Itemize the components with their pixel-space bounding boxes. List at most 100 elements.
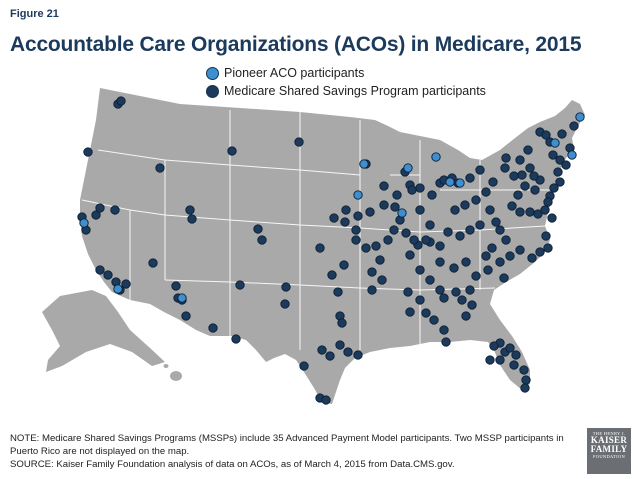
mssp-marker (555, 177, 565, 187)
mssp-marker (379, 200, 389, 210)
mssp-marker (171, 281, 181, 291)
mssp-marker (231, 334, 241, 344)
mssp-marker (403, 287, 413, 297)
mssp-marker (315, 243, 325, 253)
mssp-marker (543, 197, 553, 207)
pioneer-marker (113, 284, 123, 294)
mssp-marker (515, 155, 525, 165)
mssp-marker (460, 200, 470, 210)
mssp-marker (533, 209, 543, 219)
mssp-marker (435, 257, 445, 267)
legend: Pioneer ACO participants Medicare Shared… (206, 64, 486, 100)
mssp-marker (116, 96, 126, 106)
mssp-marker (549, 183, 559, 193)
mssp-marker (325, 351, 335, 361)
legend-item-mssp: Medicare Shared Savings Program particip… (206, 82, 486, 100)
logo-line2a: KAISER (590, 435, 628, 445)
mssp-marker (227, 146, 237, 156)
mssp-marker (485, 205, 495, 215)
mssp-marker (495, 225, 505, 235)
mssp-marker (475, 220, 485, 230)
pioneer-marker (353, 190, 363, 200)
mssp-marker (337, 318, 347, 328)
mssp-marker (339, 260, 349, 270)
mssp-marker (499, 273, 509, 283)
mssp-marker (208, 323, 218, 333)
mssp-marker (569, 121, 579, 131)
logo-line2b: FAMILY (590, 444, 628, 454)
mssp-marker (557, 129, 567, 139)
pioneer-marker (397, 208, 407, 218)
mssp-marker (253, 224, 263, 234)
mssp-marker (435, 285, 445, 295)
mssp-marker (515, 207, 525, 217)
mssp-marker (407, 185, 417, 195)
mssp-marker (535, 247, 545, 257)
mssp-marker (155, 163, 165, 173)
mssp-marker (548, 150, 558, 160)
pioneer-marker (567, 150, 577, 160)
mssp-marker (235, 280, 245, 290)
mssp-marker (353, 350, 363, 360)
hawaii-islands (145, 356, 182, 381)
legend-label-mssp: Medicare Shared Savings Program particip… (224, 84, 486, 98)
legend-item-pioneer: Pioneer ACO participants (206, 64, 486, 82)
mssp-marker (335, 340, 345, 350)
mssp-marker (543, 243, 553, 253)
mssp-marker (429, 315, 439, 325)
mssp-marker (450, 205, 460, 215)
mssp-marker (461, 311, 471, 321)
mssp-marker (485, 355, 495, 365)
mssp-marker (467, 300, 477, 310)
mssp-marker (465, 173, 475, 183)
mssp-marker (103, 270, 113, 280)
mssp-marker (148, 258, 158, 268)
figure-label: Figure 21 (10, 8, 59, 20)
mssp-marker (367, 267, 377, 277)
mssp-marker (525, 207, 535, 217)
mssp-marker (443, 227, 453, 237)
mssp-marker (481, 187, 491, 197)
mssp-marker (461, 257, 471, 267)
continental-us-shape (80, 88, 585, 404)
mssp-marker (421, 235, 431, 245)
mssp-marker (361, 243, 371, 253)
mssp-marker (500, 163, 510, 173)
mssp-marker (299, 361, 309, 371)
mssp-marker (91, 210, 101, 220)
mssp-marker (371, 241, 381, 251)
mssp-marker (555, 155, 565, 165)
mssp-marker (257, 235, 267, 245)
mssp-marker (471, 271, 481, 281)
mssp-marker (280, 299, 290, 309)
legend-label-pioneer: Pioneer ACO participants (224, 66, 365, 80)
pioneer-marker (455, 178, 465, 188)
mssp-marker (517, 170, 527, 180)
mssp-marker (561, 160, 571, 170)
mssp-marker (333, 287, 343, 297)
mssp-marker (110, 205, 120, 215)
mssp-marker (527, 253, 537, 263)
mssp-marker (505, 251, 515, 261)
mssp-marker (529, 171, 539, 181)
mssp-marker (327, 270, 337, 280)
kff-logo: THE HENRY J. KAISER FAMILY FOUNDATION (587, 428, 631, 474)
mssp-marker (513, 190, 523, 200)
mssp-marker (525, 163, 535, 173)
mssp-marker (415, 265, 425, 275)
mssp-marker (475, 165, 485, 175)
mssp-marker (351, 225, 361, 235)
mssp-marker (415, 205, 425, 215)
mssp-marker (451, 287, 461, 297)
mssp-marker (505, 343, 515, 353)
mssp-marker (457, 295, 467, 305)
mssp-marker (405, 250, 415, 260)
source-text: SOURCE: Kaiser Family Foundation analysi… (10, 459, 455, 470)
mssp-marker (365, 207, 375, 217)
mssp-marker (343, 347, 353, 357)
mssp-marker (351, 235, 361, 245)
mssp-marker (491, 217, 501, 227)
mssp-marker (439, 293, 449, 303)
mssp-marker (427, 190, 437, 200)
mssp-marker (541, 231, 551, 241)
